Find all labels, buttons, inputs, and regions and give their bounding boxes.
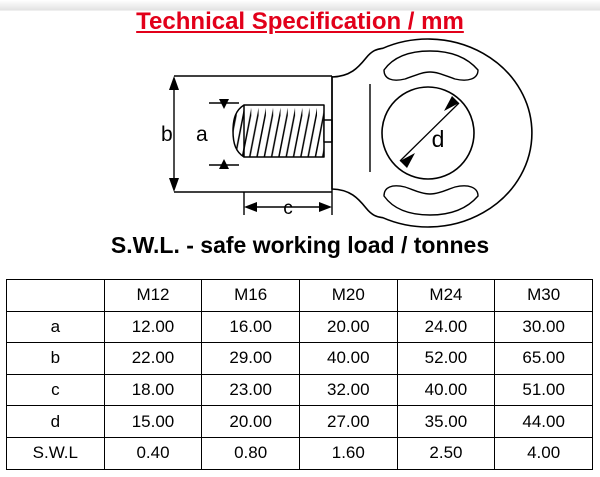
svg-text:d: d [432, 126, 445, 152]
svg-text:b: b [161, 123, 173, 146]
svg-text:c: c [283, 198, 293, 219]
svg-text:a: a [196, 123, 208, 146]
